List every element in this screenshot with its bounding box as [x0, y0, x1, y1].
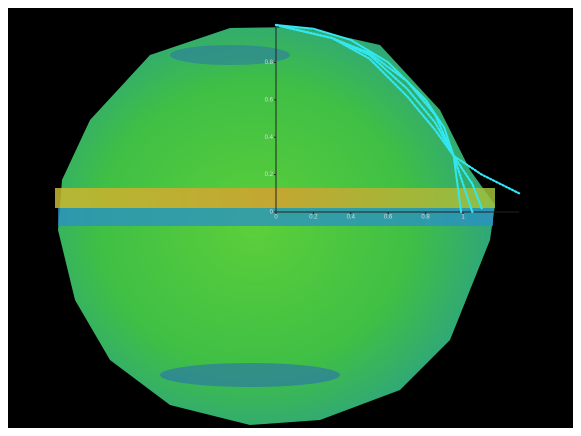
x-tick-label: 0.2: [309, 215, 318, 221]
y-tick-label: 0.6: [265, 97, 274, 103]
page: 00.20.40.60.8100.20.40.60.8 (() => { con…: [0, 0, 581, 436]
x-tick-label: 0.6: [384, 215, 393, 221]
x-tick-label: 0.4: [347, 215, 356, 221]
chart: 00.20.40.60.8100.20.40.60.8: [0, 0, 581, 436]
y-tick-label: 0.2: [265, 172, 274, 178]
y-tick-label: 0.8: [265, 60, 274, 66]
x-tick-label: 0.8: [421, 215, 430, 221]
y-tick-label: 0.4: [265, 135, 274, 141]
equator-band: [55, 188, 495, 208]
surface-feature: [160, 363, 340, 387]
